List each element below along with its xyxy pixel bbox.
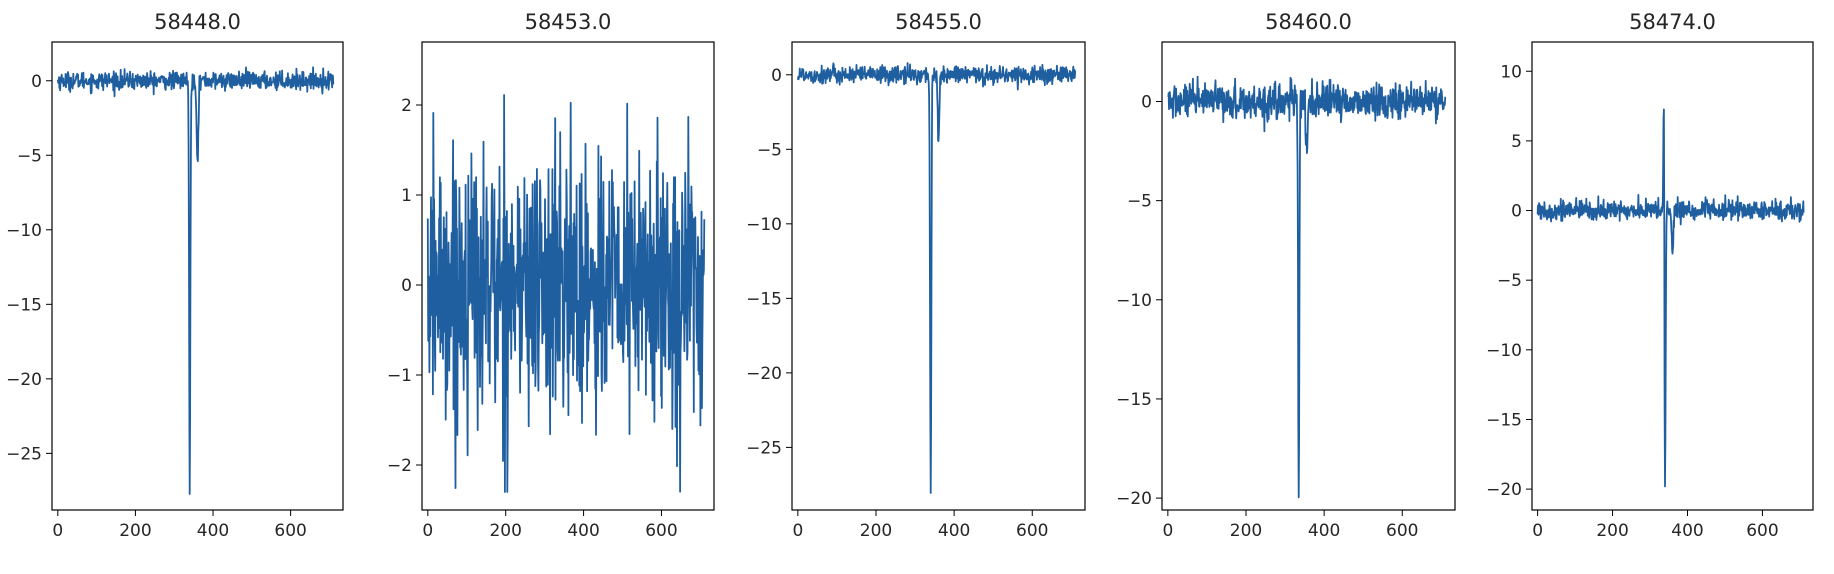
subplot-title: 58448.0 (154, 10, 241, 34)
axes-frame (791, 41, 1086, 511)
subplot-2: 58453.0 0 200 400 600 2 1 0 −1 −2 (387, 10, 715, 541)
series-line (1167, 75, 1447, 499)
x-tick-label: 600 (645, 521, 677, 541)
y-tick-label: −1 (387, 366, 412, 386)
axes-frame (421, 41, 715, 511)
y-tick-label: −15 (6, 295, 42, 315)
x-tick-label: 400 (197, 521, 229, 541)
y-tick-label: 0 (771, 66, 782, 86)
y-tick-label: −15 (746, 289, 782, 309)
x-tick-label: 600 (1746, 521, 1778, 541)
y-tick-label: −5 (1127, 192, 1152, 212)
subplot-title: 58474.0 (1629, 10, 1716, 34)
series-line (797, 62, 1077, 494)
y-tick-label: −5 (1497, 271, 1522, 291)
x-tick-label: 400 (938, 521, 970, 541)
axes-frame (1161, 41, 1456, 511)
y-tick-label: −10 (6, 221, 42, 241)
subplot-1: 58448.0 0 200 400 600 0 −5 −10 −15 −20 −25 (6, 10, 344, 541)
y-tick-label: 10 (1500, 62, 1522, 82)
x-tick-label: 0 (792, 521, 803, 541)
y-tick-label: −2 (387, 456, 412, 476)
x-tick-label: 0 (1162, 521, 1173, 541)
y-tick-label: −20 (1116, 489, 1152, 509)
axes-frame (51, 41, 344, 511)
y-tick-label: −20 (6, 370, 42, 390)
y-tick-label: −25 (6, 444, 42, 464)
y-tick-label: 5 (1511, 132, 1522, 152)
y-tick-label: −20 (1486, 480, 1522, 500)
x-tick-label: 600 (274, 521, 306, 541)
y-tick-label: 2 (401, 96, 412, 116)
y-tick-label: 0 (31, 72, 42, 92)
x-tick-label: 0 (422, 521, 433, 541)
y-tick-label: 1 (401, 186, 412, 206)
x-tick-label: 0 (52, 521, 63, 541)
y-tick-label: 0 (401, 276, 412, 296)
x-tick-label: 0 (1532, 521, 1543, 541)
subplot-title: 58455.0 (895, 10, 982, 34)
series-line (1536, 108, 1805, 488)
x-tick-label: 200 (489, 521, 521, 541)
y-tick-label: 0 (1511, 202, 1522, 222)
x-tick-label: 600 (1386, 521, 1418, 541)
y-tick-label: −5 (17, 146, 42, 166)
subplot-3: 58455.0 0 200 400 600 0 −5 −10 −15 −20 −25 (746, 10, 1086, 541)
x-tick-label: 400 (567, 521, 599, 541)
x-tick-label: 200 (1596, 521, 1628, 541)
y-tick-label: −15 (1116, 390, 1152, 410)
x-tick-label: 200 (860, 521, 892, 541)
y-tick-label: −5 (757, 140, 782, 160)
series-line (426, 94, 706, 493)
y-tick-label: −10 (746, 215, 782, 235)
y-tick-label: −25 (746, 438, 782, 458)
subplot-title: 58453.0 (525, 10, 612, 34)
y-tick-label: −15 (1486, 410, 1522, 430)
x-tick-label: 600 (1016, 521, 1048, 541)
y-tick-label: −20 (746, 364, 782, 384)
x-tick-label: 400 (1671, 521, 1703, 541)
subplot-title: 58460.0 (1265, 10, 1352, 34)
y-tick-label: −10 (1486, 341, 1522, 361)
subplot-grid: 58448.00 200 400 6000−5−10−15−20−2558453.00… (6, 10, 1814, 541)
axes-frame (1531, 41, 1814, 511)
y-tick-label: −10 (1116, 291, 1152, 311)
series-line (56, 66, 335, 495)
x-tick-label: 400 (1308, 521, 1340, 541)
x-tick-label: 200 (1230, 521, 1262, 541)
subplot-4: 58460.0 0 200 400 600 0 −5 −10 −15 −20 (1116, 10, 1456, 541)
x-tick-label: 200 (119, 521, 151, 541)
subplot-5: 58474.0 0 200 400 600 10 5 0 −5 −10 −15 −20 (1486, 10, 1814, 541)
y-tick-label: 0 (1141, 92, 1152, 112)
